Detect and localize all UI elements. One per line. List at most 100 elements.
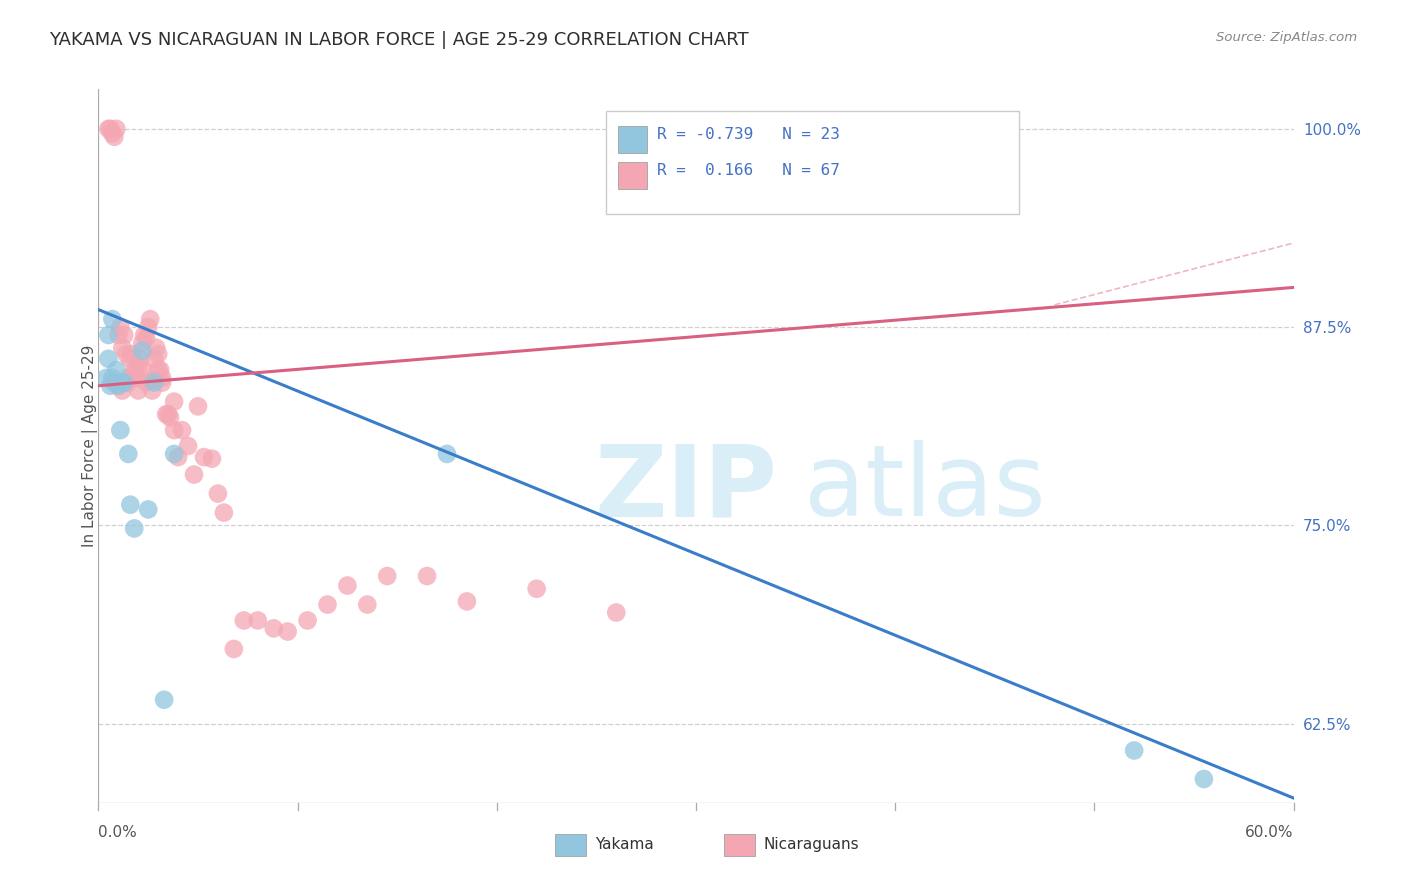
Point: [149, 363, 172, 377]
Point: [145, 341, 167, 355]
Point: [105, 363, 128, 377]
Point: [117, 376, 139, 390]
Point: [111, 384, 134, 398]
Point: [207, 486, 229, 500]
Point: [110, 320, 132, 334]
Point: [212, 506, 235, 520]
Point: [112, 376, 135, 390]
Point: [159, 410, 181, 425]
Point: [127, 359, 149, 374]
Point: [157, 407, 180, 421]
Point: [150, 371, 173, 385]
FancyBboxPatch shape: [606, 111, 1019, 214]
Point: [177, 439, 200, 453]
Point: [456, 594, 478, 608]
Point: [135, 331, 157, 345]
Point: [246, 614, 269, 628]
Point: [201, 451, 224, 466]
Point: [103, 129, 125, 144]
Point: [101, 371, 124, 385]
Point: [172, 423, 194, 437]
Text: Nicaraguans: Nicaraguans: [763, 838, 859, 852]
Point: [121, 347, 143, 361]
Point: [193, 450, 215, 464]
Text: Source: ZipAtlas.com: Source: ZipAtlas.com: [1216, 31, 1357, 45]
Point: [134, 328, 156, 343]
Point: [141, 384, 163, 398]
Point: [117, 371, 139, 385]
Point: [222, 642, 245, 657]
Point: [155, 407, 177, 421]
Point: [101, 127, 124, 141]
Point: [124, 521, 146, 535]
Point: [297, 614, 319, 628]
Point: [135, 376, 157, 390]
Point: [98, 121, 122, 136]
Point: [232, 614, 254, 628]
FancyBboxPatch shape: [619, 162, 647, 189]
Point: [105, 121, 128, 136]
Point: [136, 502, 159, 516]
Point: [117, 447, 139, 461]
Point: [526, 582, 548, 596]
Point: [96, 371, 118, 385]
Point: [316, 598, 339, 612]
Point: [139, 312, 162, 326]
Point: [131, 363, 153, 377]
Point: [97, 351, 120, 366]
FancyBboxPatch shape: [619, 127, 647, 153]
Point: [1123, 743, 1146, 757]
Point: [336, 578, 359, 592]
Point: [263, 621, 285, 635]
Point: [124, 363, 146, 377]
Point: [120, 351, 142, 366]
Point: [120, 498, 142, 512]
Point: [103, 376, 125, 390]
Point: [1192, 772, 1215, 786]
Point: [131, 343, 153, 358]
Point: [111, 376, 134, 390]
Point: [97, 121, 120, 136]
Text: R = -0.739   N = 23: R = -0.739 N = 23: [657, 127, 839, 142]
Point: [136, 320, 159, 334]
Point: [277, 624, 299, 639]
Point: [131, 335, 153, 350]
Point: [167, 450, 190, 464]
Point: [101, 312, 124, 326]
Point: [125, 371, 148, 385]
Point: [129, 351, 152, 366]
Text: YAKAMA VS NICARAGUAN IN LABOR FORCE | AGE 25-29 CORRELATION CHART: YAKAMA VS NICARAGUAN IN LABOR FORCE | AG…: [49, 31, 749, 49]
Text: 60.0%: 60.0%: [1246, 825, 1294, 840]
Point: [112, 328, 135, 343]
Point: [107, 328, 129, 343]
Point: [143, 351, 166, 366]
Point: [163, 394, 186, 409]
Point: [148, 347, 170, 361]
Point: [416, 569, 439, 583]
Point: [605, 606, 627, 620]
Point: [110, 423, 132, 437]
Text: atlas: atlas: [804, 441, 1045, 537]
Point: [163, 447, 186, 461]
Point: [356, 598, 378, 612]
Point: [115, 347, 138, 361]
Text: Yakama: Yakama: [595, 838, 654, 852]
Point: [98, 378, 122, 392]
Text: 0.0%: 0.0%: [98, 825, 138, 840]
Point: [153, 692, 176, 706]
Point: [375, 569, 398, 583]
Point: [97, 328, 120, 343]
Point: [148, 363, 170, 377]
Point: [187, 400, 209, 414]
Point: [111, 341, 134, 355]
Point: [143, 376, 166, 390]
Text: R =  0.166   N = 67: R = 0.166 N = 67: [657, 162, 839, 178]
Point: [103, 376, 125, 390]
Point: [183, 467, 205, 482]
Point: [107, 378, 129, 392]
Point: [127, 384, 149, 398]
Point: [436, 447, 458, 461]
Point: [141, 372, 163, 386]
Y-axis label: In Labor Force | Age 25-29: In Labor Force | Age 25-29: [82, 345, 98, 547]
Point: [107, 378, 129, 392]
